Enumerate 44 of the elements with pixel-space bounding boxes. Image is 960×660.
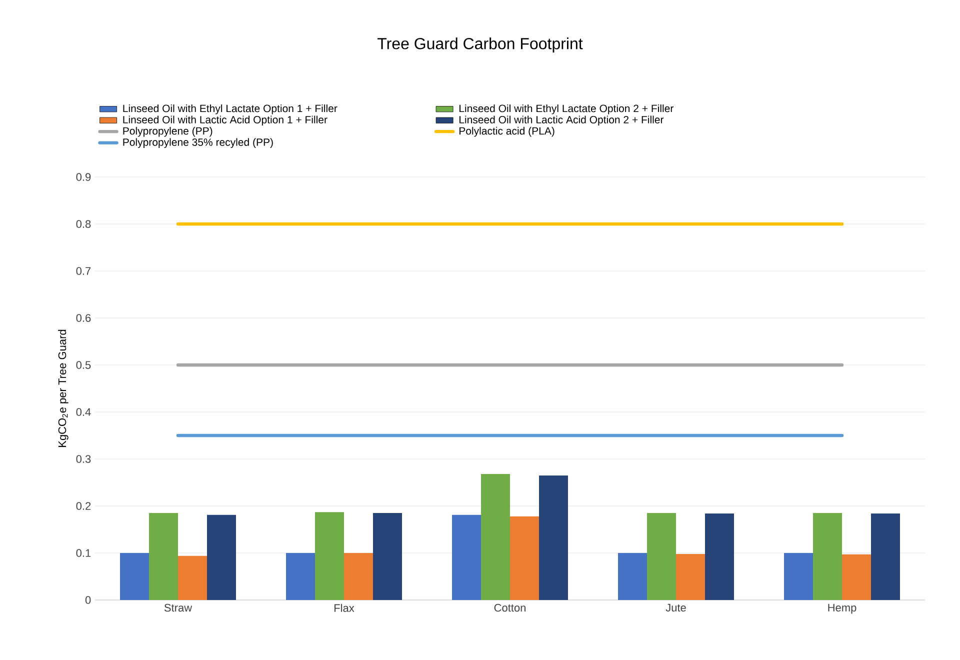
- legend-label: Linseed Oil with Lactic Acid Option 1 + Filler: [123, 116, 328, 126]
- y-tick-label: 0.7: [76, 267, 91, 275]
- bar: [510, 516, 540, 600]
- bar: [344, 553, 373, 600]
- y-tick-label: 0.2: [76, 502, 91, 510]
- x-tick-label: Cotton: [494, 604, 526, 612]
- y-axis-title: KgCO$_{2}$e per Tree Guard: [58, 330, 68, 447]
- bar: [373, 513, 402, 600]
- bar: [618, 553, 648, 600]
- legend-label: Polypropylene 35% recyled (PP): [123, 138, 273, 148]
- legend-label: Linseed Oil with Ethyl Lactate Option 1 + Filler: [123, 104, 338, 114]
- bar: [286, 553, 315, 600]
- y-tick-label: 0.5: [76, 361, 91, 369]
- bar: [842, 554, 872, 600]
- legend-label: Linseed Oil with Lactic Acid Option 2 + Filler: [460, 116, 664, 126]
- y-tick-label: 0.9: [76, 173, 91, 181]
- bar: [539, 475, 568, 600]
- bar: [871, 514, 900, 600]
- y-tick-label: 0: [85, 596, 91, 604]
- x-tick-label: Straw: [164, 604, 192, 612]
- y-tick-label: 0.8: [76, 220, 91, 228]
- bar: [676, 554, 706, 600]
- bar: [481, 474, 510, 600]
- bar: [178, 556, 207, 600]
- x-tick-label: Hemp: [828, 604, 856, 614]
- y-tick-label: 0.3: [76, 455, 91, 463]
- bar: [647, 513, 676, 600]
- y-tick-label: 0.6: [76, 314, 91, 322]
- bar: [452, 514, 482, 600]
- bar: [784, 553, 814, 600]
- x-tick-label: Flax: [334, 604, 354, 612]
- bar: [120, 553, 149, 600]
- x-tick-label: Jute: [666, 604, 686, 612]
- bar: [813, 513, 842, 600]
- legend-label: Polypropylene (PP): [123, 126, 212, 137]
- y-tick-label: 0.1: [76, 549, 91, 557]
- bar: [207, 514, 236, 600]
- legend-label: Polylactic acid (PLA): [460, 126, 554, 137]
- bar: [705, 514, 734, 600]
- bar: [149, 513, 178, 600]
- legend-label: Linseed Oil with Ethyl Lactate Option 2 + Filler: [460, 104, 674, 114]
- chart-title: Tree Guard Carbon Footprint: [378, 38, 583, 52]
- y-tick-label: 0.4: [76, 408, 91, 416]
- bar: [315, 512, 344, 600]
